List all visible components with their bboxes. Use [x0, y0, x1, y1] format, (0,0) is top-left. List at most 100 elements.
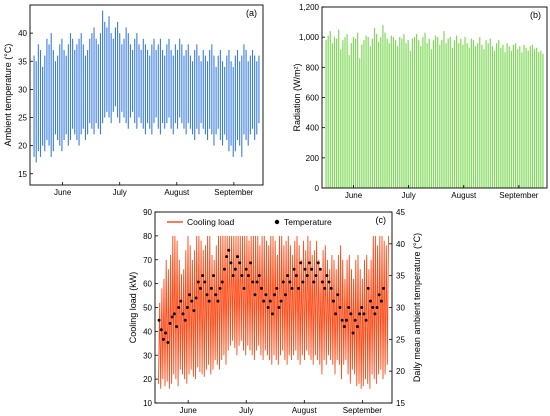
- y-tick-label: 400: [306, 124, 320, 133]
- y-tick-label: 25: [18, 114, 27, 123]
- temperature-point: [281, 280, 285, 284]
- y-tick-label: 20: [143, 375, 152, 384]
- panel-label: (b): [530, 10, 541, 20]
- temperature-point: [329, 286, 333, 290]
- temperature-point: [349, 312, 353, 316]
- y2-tick-label: 35: [396, 272, 405, 281]
- temperature-point: [358, 312, 362, 316]
- x-tick-label: September: [499, 191, 538, 200]
- y-tick-label: 40: [143, 327, 152, 336]
- legend-label-cooling-load: Cooling load: [187, 217, 235, 227]
- temperature-point: [161, 337, 165, 341]
- temperature-point: [294, 274, 298, 278]
- temperature-point: [192, 309, 196, 313]
- temperature-point: [288, 280, 292, 284]
- temperature-point: [338, 306, 342, 309]
- temperature-point: [368, 299, 372, 303]
- temperature-point: [360, 306, 364, 309]
- temperature-point: [209, 286, 213, 290]
- temperature-point: [246, 274, 250, 278]
- temperature-point: [227, 248, 231, 252]
- temperature-point: [240, 274, 244, 278]
- y2-tick-label: 15: [396, 399, 405, 408]
- temperature-point: [214, 293, 218, 297]
- temperature-point: [292, 267, 296, 271]
- temperature-point: [177, 306, 181, 309]
- temperature-point: [318, 267, 322, 271]
- temperature-point: [266, 306, 270, 309]
- temperature-point: [273, 293, 277, 297]
- temperature-point: [382, 286, 386, 290]
- temperature-point: [166, 341, 170, 345]
- temperature-point: [218, 286, 222, 290]
- temperature-point: [312, 280, 316, 284]
- temperature-point: [342, 325, 346, 329]
- temperature-point: [190, 299, 194, 303]
- temperature-point: [244, 267, 248, 271]
- temperature-point: [172, 312, 176, 316]
- temperature-point: [321, 280, 325, 284]
- temperature-point: [297, 286, 301, 290]
- x-tick-label: August: [292, 406, 318, 415]
- x-tick-label: June: [345, 191, 363, 200]
- temperature-point: [316, 261, 320, 265]
- x-tick-label: September: [343, 406, 382, 415]
- cooling-load-line: [158, 235, 389, 389]
- legend-swatch-temperature: [274, 219, 280, 225]
- panel-label: (c): [376, 215, 387, 225]
- x-tick-label: August: [164, 188, 190, 197]
- panel-c: 15 20 25 30 35 40 45 Daily mean ambient tempera…: [128, 208, 422, 415]
- temperature-point: [231, 274, 235, 278]
- legend-label-temperature: Temperature: [284, 217, 332, 227]
- temperature-point: [345, 318, 349, 322]
- temperature-point: [164, 331, 168, 335]
- temperature-point: [310, 267, 314, 271]
- temperature-point: [236, 255, 240, 259]
- temperature-point: [233, 267, 237, 271]
- temperature-point: [351, 331, 355, 335]
- temperature-point: [207, 299, 211, 303]
- temperature-point: [181, 312, 185, 316]
- y-tick-label: 70: [143, 256, 152, 265]
- y-tick-label: 20: [18, 142, 27, 151]
- temperature-point: [379, 299, 383, 303]
- temperature-point: [198, 286, 202, 290]
- temperature-point: [314, 274, 318, 278]
- temperature-point: [220, 280, 224, 284]
- temperature-point: [260, 286, 264, 290]
- y-tick-label: 80: [143, 232, 152, 241]
- temperature-point: [301, 280, 305, 284]
- temperature-point: [362, 312, 366, 316]
- temperature-point: [229, 261, 233, 265]
- y-tick-label: 600: [306, 94, 320, 103]
- temperature-point: [212, 274, 216, 278]
- temperature-point: [371, 306, 375, 309]
- y-tick-label: 90: [143, 208, 152, 217]
- temperature-point: [364, 318, 368, 322]
- y2-axis-label: Daily mean ambient temperature (°C): [412, 233, 422, 382]
- temperature-point: [355, 325, 359, 329]
- temperature-point: [299, 261, 303, 265]
- y-axis-label: Radiation (W/m²): [292, 63, 302, 131]
- y2-tick-label: 45: [396, 208, 405, 217]
- panel-b: 0 200 400 600 800 1,000 1,200 June July August Sep…: [292, 3, 548, 200]
- temperature-point: [264, 293, 268, 297]
- temperature-point: [203, 280, 207, 284]
- y-tick-label: 30: [143, 351, 152, 360]
- temperature-point: [159, 328, 163, 332]
- y-tick-label: 60: [143, 280, 152, 289]
- temperature-point: [255, 280, 259, 284]
- y-tick-label: 40: [18, 29, 27, 38]
- y-tick-label: 30: [18, 85, 27, 94]
- temperature-point: [205, 293, 209, 297]
- temperature-point: [257, 274, 261, 278]
- temperature-point: [170, 315, 174, 319]
- temperature-point: [262, 299, 266, 303]
- x-tick-label: June: [180, 406, 198, 415]
- temperature-point: [377, 293, 381, 297]
- temperature-point: [327, 280, 331, 284]
- temperature-point: [249, 261, 253, 265]
- temperature-point: [194, 296, 198, 300]
- y-tick-label: 10: [143, 399, 152, 408]
